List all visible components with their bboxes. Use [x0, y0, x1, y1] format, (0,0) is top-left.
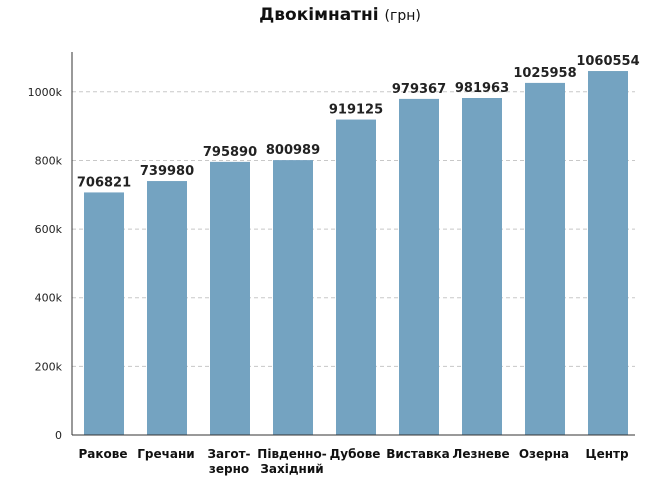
data-label: 1060554 — [576, 54, 639, 69]
y-tick-label: 1000k — [28, 86, 63, 99]
x-tick-label: Виставка — [386, 447, 450, 461]
x-tick-label: Ракове — [78, 447, 127, 461]
y-tick-label: 400k — [35, 292, 63, 305]
data-label: 706821 — [77, 175, 131, 190]
x-tick-label: Загот-зерно — [207, 447, 250, 476]
x-tick-label-line: Лезневе — [452, 447, 509, 461]
bar — [525, 82, 565, 435]
bar — [147, 181, 187, 435]
data-label: 739980 — [140, 164, 194, 179]
data-label: 800989 — [266, 143, 320, 158]
bar — [462, 98, 502, 435]
chart-title-text: Двокімнатні — [259, 5, 378, 25]
x-tick-label: Дубове — [330, 447, 381, 461]
x-tick-label: Лезневе — [452, 447, 509, 461]
bar — [336, 119, 376, 435]
data-label: 919125 — [329, 103, 383, 118]
bar — [588, 71, 628, 436]
x-tick-label-line: Західний — [260, 462, 323, 476]
data-label: 979367 — [392, 82, 446, 97]
x-tick-label: Гречани — [137, 447, 194, 461]
x-tick-label-line: Гречани — [137, 447, 194, 461]
data-label: 795890 — [203, 145, 257, 160]
chart-title-unit: (грн) — [385, 8, 421, 24]
x-tick-label-line: Ракове — [78, 447, 127, 461]
x-tick-label-line: Озерна — [519, 447, 569, 461]
data-label: 1025958 — [513, 66, 576, 81]
y-tick-label: 200k — [35, 360, 63, 373]
bars — [84, 71, 628, 436]
bar — [273, 160, 313, 435]
bar — [210, 161, 250, 436]
x-axis: Ракове Гречани Загот-зерноПівденно-Західни… — [72, 434, 635, 476]
x-tick-label: Озерна — [519, 447, 569, 461]
chart-title: Двокімнатні (грн) — [259, 5, 421, 25]
x-tick-label-line: Дубове — [330, 447, 381, 461]
bar — [84, 192, 124, 435]
y-tick-label: 800k — [35, 154, 63, 167]
x-tick-label-line: зерно — [209, 462, 249, 476]
x-tick-label-line: Центр — [585, 447, 629, 461]
y-tick-label: 0 — [55, 429, 62, 442]
x-tick-label-line: Загот- — [207, 447, 250, 461]
x-tick-label-line: Південно- — [257, 447, 326, 461]
bar — [399, 98, 439, 435]
x-tick-label: Південно-Західний — [257, 447, 326, 476]
data-label: 981963 — [455, 81, 509, 96]
x-tick-label: Центр — [585, 447, 629, 461]
y-tick-label: 600k — [35, 223, 63, 236]
y-axis: 0 200k 400k 600k 800k 1000k — [28, 52, 73, 442]
x-tick-label-line: Виставка — [386, 447, 450, 461]
data-labels: 706821 739980 795890 800989 919125 979367 9819… — [77, 54, 640, 190]
